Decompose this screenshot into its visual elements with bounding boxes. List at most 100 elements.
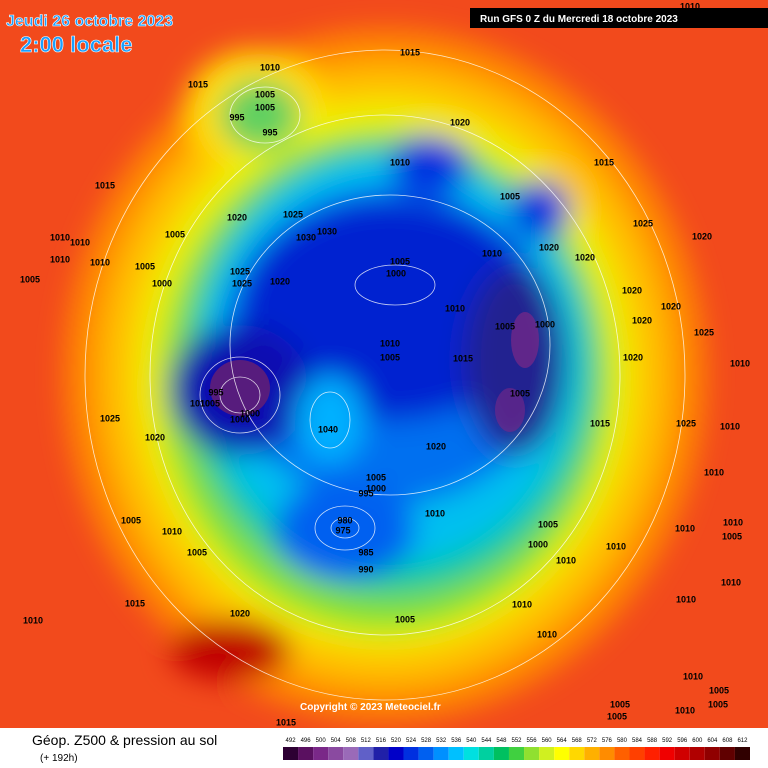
legend-swatch bbox=[433, 747, 449, 760]
isobar-label: 1005 bbox=[395, 614, 415, 624]
isobar-label: 1005 bbox=[390, 256, 410, 266]
legend-swatch bbox=[403, 747, 419, 760]
isobar-label: 1005 bbox=[709, 685, 729, 695]
legend-label: 580 bbox=[617, 738, 628, 744]
legend-swatch bbox=[734, 747, 750, 760]
isobar-label: 1020 bbox=[632, 315, 652, 325]
isobar-label: 1005 bbox=[135, 261, 155, 271]
legend-swatch bbox=[388, 747, 404, 760]
isobar-label: 1010 bbox=[70, 237, 90, 247]
legend-swatch bbox=[343, 747, 359, 760]
isobar-label: 1025 bbox=[100, 413, 120, 423]
legend-swatch bbox=[644, 747, 660, 760]
isobar-label: 975 bbox=[335, 525, 350, 535]
isobar-label: 1000 bbox=[230, 414, 250, 424]
legend-swatch bbox=[478, 747, 494, 760]
isobar-label: 1005 bbox=[495, 321, 515, 331]
legend-label: 604 bbox=[707, 738, 718, 744]
isobar-label: 1010 bbox=[482, 248, 502, 258]
isobar-label: 1005 bbox=[538, 519, 558, 529]
legend-label: 612 bbox=[737, 738, 748, 744]
isobar-label: 1010 bbox=[721, 577, 741, 587]
isobar-label: 1005 bbox=[200, 398, 220, 408]
legend-swatch bbox=[493, 747, 509, 760]
isobar-label: 1010 bbox=[260, 62, 280, 72]
isobar-label: 1015 bbox=[453, 353, 473, 363]
isobar-label: 1005 bbox=[607, 711, 627, 721]
isobar-label: 1010 bbox=[680, 1, 700, 11]
isobar-label: 1015 bbox=[590, 418, 610, 428]
isobar-label: 1010 bbox=[556, 555, 576, 565]
isobar-label: 1020 bbox=[575, 252, 595, 262]
isobar-label: 1005 bbox=[366, 472, 386, 482]
isobar-label: 1000 bbox=[528, 539, 548, 549]
isobar-label: 1010 bbox=[704, 467, 724, 477]
isobar-label: 1010 bbox=[445, 303, 465, 313]
isobar-label: 985 bbox=[358, 547, 373, 557]
legend-swatch bbox=[599, 747, 615, 760]
legend-label: 560 bbox=[542, 738, 553, 744]
legend-label: 576 bbox=[602, 738, 613, 744]
isobar-label: 1015 bbox=[594, 157, 614, 167]
legend-label: 552 bbox=[511, 738, 522, 744]
isobar-label: 1005 bbox=[121, 515, 141, 525]
legend-swatch bbox=[719, 747, 735, 760]
legend-swatch bbox=[674, 747, 690, 760]
legend-label: 508 bbox=[346, 738, 357, 744]
isobar-label: 1025 bbox=[694, 327, 714, 337]
isobar-label: 980 bbox=[337, 515, 352, 525]
isobar-label: 1000 bbox=[386, 268, 406, 278]
legend-swatch bbox=[584, 747, 600, 760]
isobar-label: 1005 bbox=[187, 547, 207, 557]
legend-swatch bbox=[298, 747, 314, 760]
isobar-label: 1010 bbox=[23, 615, 43, 625]
isobar-label: 1010 bbox=[162, 526, 182, 536]
isobar-label: 1005 bbox=[255, 89, 275, 99]
isobar-label: 995 bbox=[208, 387, 223, 397]
legend-label: 544 bbox=[481, 738, 492, 744]
legend-label: 564 bbox=[557, 738, 568, 744]
isobar-label: 995 bbox=[262, 127, 277, 137]
isobar-label: 1025 bbox=[633, 218, 653, 228]
legend-swatch bbox=[418, 747, 434, 760]
legend-swatch bbox=[463, 747, 479, 760]
isobar-label: 1010 bbox=[675, 705, 695, 715]
isobar-label: 1010 bbox=[425, 508, 445, 518]
isobar-label: 1005 bbox=[20, 274, 40, 284]
isobar-label: 1010 bbox=[606, 541, 626, 551]
isobar-label: 1015 bbox=[400, 47, 420, 57]
isobar-label: 1010 bbox=[390, 157, 410, 167]
legend-label: 592 bbox=[662, 738, 673, 744]
legend-label: 520 bbox=[391, 738, 402, 744]
isobar-label: 1010 bbox=[512, 599, 532, 609]
isobar-label: 1030 bbox=[296, 232, 316, 242]
forecast-date: Jeudi 26 octobre 2023 bbox=[6, 13, 173, 30]
isobar-label: 1020 bbox=[539, 242, 559, 252]
isobar-label: 1020 bbox=[450, 117, 470, 127]
run-box bbox=[470, 8, 768, 28]
isobar-label: 1010 bbox=[50, 232, 70, 242]
isobar-label: 995 bbox=[229, 112, 244, 122]
isobar-label: 1020 bbox=[692, 231, 712, 241]
run-info: Run GFS 0 Z du Mercredi 18 octobre 2023 bbox=[480, 14, 678, 25]
legend-swatch bbox=[283, 747, 299, 760]
forecast-time: 2:00 locale bbox=[20, 32, 133, 57]
legend: 492 496 500 504 508 512 516 520 524 528 532 536 540 5… bbox=[283, 738, 750, 760]
legend-label: 584 bbox=[632, 738, 643, 744]
legend-label: 588 bbox=[647, 738, 658, 744]
legend-label: 524 bbox=[406, 738, 417, 744]
legend-label: 504 bbox=[331, 738, 342, 744]
isobar-label: 1005 bbox=[380, 352, 400, 362]
isobar-label: 1030 bbox=[317, 226, 337, 236]
isobar-label: 1025 bbox=[283, 209, 303, 219]
legend-label: 548 bbox=[496, 738, 507, 744]
legend-label: 608 bbox=[722, 738, 733, 744]
isobar-label: 1020 bbox=[622, 285, 642, 295]
isobar-label: 1000 bbox=[152, 278, 172, 288]
isobar-label: 1010 bbox=[675, 523, 695, 533]
isobar-label: 1010 bbox=[90, 257, 110, 267]
legend-swatch bbox=[704, 747, 720, 760]
legend-swatch bbox=[448, 747, 464, 760]
